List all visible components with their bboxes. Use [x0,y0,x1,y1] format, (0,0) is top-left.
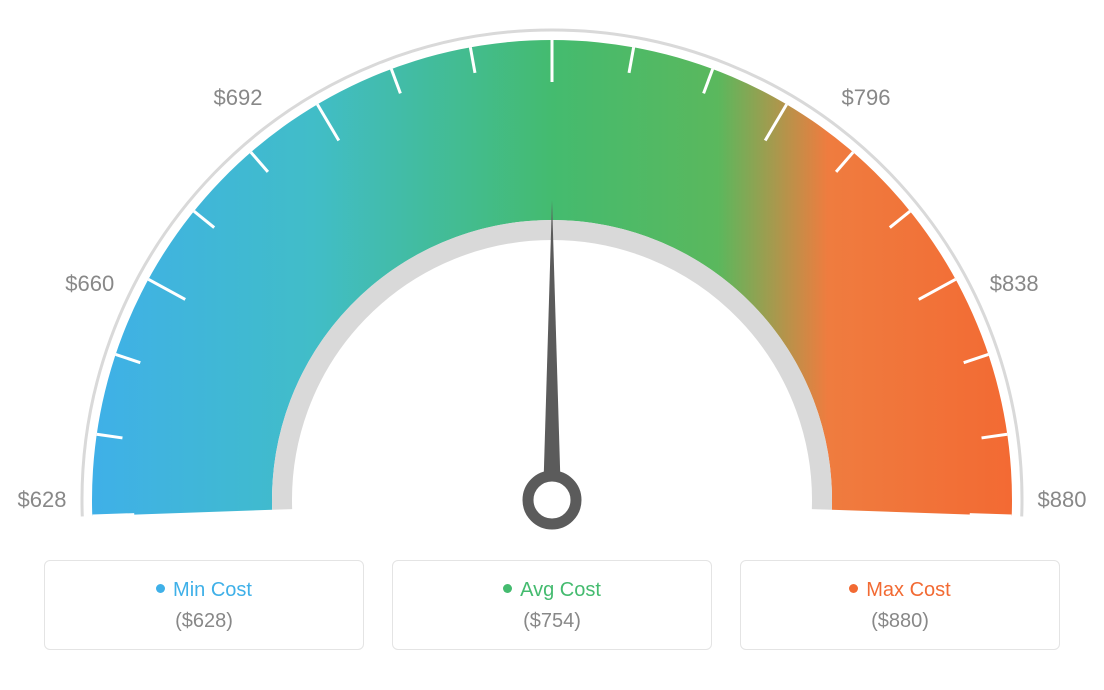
gauge-tick-label: $796 [842,85,891,111]
legend-title-text: Min Cost [173,579,252,601]
gauge-tick-label: $628 [18,487,67,513]
gauge-svg [0,0,1104,560]
gauge-tick-label: $880 [1038,487,1087,513]
legend-dot-icon [156,584,165,593]
legend-title: Avg Cost [403,579,701,602]
legend-value: ($628) [55,610,353,633]
legend-title-text: Avg Cost [520,579,601,601]
legend-card: Min Cost ($628) [44,560,364,650]
gauge-tick-label: $692 [214,85,263,111]
gauge-tick-label: $660 [65,271,114,297]
legend-dot-icon [849,584,858,593]
legend-card: Avg Cost ($754) [392,560,712,650]
legend-value: ($754) [403,610,701,633]
legend-title: Max Cost [751,579,1049,602]
legend-dot-icon [503,584,512,593]
legend-row: Min Cost ($628) Avg Cost ($754) Max Cost ($88… [0,560,1104,650]
gauge-tick-label: $754 [528,0,577,3]
gauge-tick-label: $838 [990,271,1039,297]
legend-title-text: Max Cost [866,579,950,601]
legend-card: Max Cost ($880) [740,560,1060,650]
gauge-chart: $628 $660 $692 $754 $796 $838 $880 [0,0,1104,560]
legend-title: Min Cost [55,579,353,602]
legend-value: ($880) [751,610,1049,633]
